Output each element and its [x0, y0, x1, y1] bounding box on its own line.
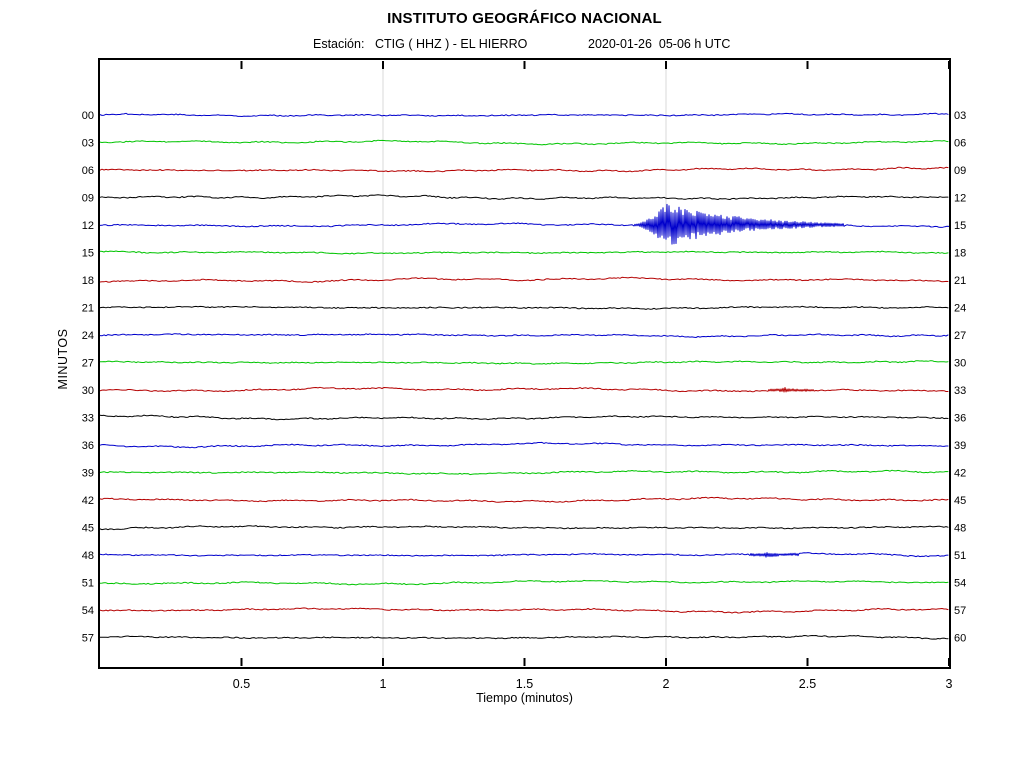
x-tick-label-1.5: 1.5 — [516, 677, 533, 691]
trace-row-45 — [99, 525, 949, 531]
trace-row-12 — [99, 203, 950, 245]
trace-row-15 — [99, 250, 949, 255]
trace-row-33 — [99, 414, 949, 421]
row-label-right-27: 27 — [954, 330, 966, 342]
trace-row-30 — [99, 386, 949, 393]
row-label-left-42: 42 — [82, 495, 94, 507]
row-label-right-30: 30 — [954, 358, 966, 370]
x-tick-label-2: 2 — [663, 677, 670, 691]
row-label-right-21: 21 — [954, 275, 966, 287]
row-label-left-21: 21 — [82, 303, 94, 315]
row-label-left-36: 36 — [82, 440, 94, 452]
trace-row-21 — [99, 305, 949, 310]
row-label-right-24: 24 — [954, 303, 966, 315]
row-label-left-24: 24 — [82, 330, 94, 342]
trace-row-42 — [99, 496, 949, 503]
row-label-right-03: 03 — [954, 110, 966, 122]
plot-border — [98, 58, 951, 669]
row-label-left-00: 00 — [82, 110, 94, 122]
trace-row-09 — [99, 194, 949, 200]
row-label-left-12: 12 — [82, 220, 94, 232]
row-label-right-42: 42 — [954, 468, 966, 480]
x-axis-label: Tiempo (minutos) — [476, 691, 573, 705]
row-label-left-57: 57 — [82, 633, 94, 645]
row-label-left-54: 54 — [82, 605, 94, 617]
trace-row-24 — [99, 333, 949, 338]
trace-row-00 — [99, 112, 949, 117]
row-label-left-39: 39 — [82, 468, 94, 480]
datetime-value: 2020-01-26 05-06 h UTC — [588, 37, 731, 51]
page-title: INSTITUTO GEOGRÁFICO NACIONAL — [387, 10, 662, 27]
station-value: CTIG ( HHZ ) - EL HIERRO — [375, 37, 528, 51]
row-label-right-15: 15 — [954, 220, 966, 232]
row-label-right-45: 45 — [954, 495, 966, 507]
row-label-left-51: 51 — [82, 578, 94, 590]
trace-row-18 — [99, 276, 949, 283]
row-label-left-27: 27 — [82, 358, 94, 370]
row-label-right-48: 48 — [954, 523, 966, 535]
row-label-left-48: 48 — [82, 550, 94, 562]
x-tick-label-2.5: 2.5 — [799, 677, 816, 691]
trace-row-27 — [99, 360, 949, 365]
row-label-left-45: 45 — [82, 523, 94, 535]
station-label: Estación: — [313, 37, 365, 51]
row-label-left-06: 06 — [82, 165, 94, 177]
row-label-right-54: 54 — [954, 578, 966, 590]
row-label-left-15: 15 — [82, 248, 94, 260]
x-tick-label-0.5: 0.5 — [233, 677, 250, 691]
trace-row-39 — [99, 469, 949, 476]
trace-row-48 — [99, 552, 949, 558]
trace-row-36 — [99, 441, 949, 449]
row-label-right-06: 06 — [954, 138, 966, 150]
row-label-left-03: 03 — [82, 138, 94, 150]
row-label-right-12: 12 — [954, 193, 966, 205]
trace-row-57 — [99, 635, 949, 640]
row-label-right-39: 39 — [954, 440, 966, 452]
row-label-right-36: 36 — [954, 413, 966, 425]
row-label-left-30: 30 — [82, 385, 94, 397]
x-tick-label-3: 3 — [946, 677, 953, 691]
trace-row-51 — [99, 579, 949, 586]
trace-row-03 — [99, 139, 949, 146]
row-label-right-18: 18 — [954, 248, 966, 260]
row-label-left-33: 33 — [82, 413, 94, 425]
x-tick-label-1: 1 — [380, 677, 387, 691]
row-label-right-51: 51 — [954, 550, 966, 562]
row-label-right-60: 60 — [954, 633, 966, 645]
row-label-left-18: 18 — [82, 275, 94, 287]
row-label-right-33: 33 — [954, 385, 966, 397]
row-label-left-09: 09 — [82, 193, 94, 205]
trace-row-54 — [99, 607, 949, 614]
y-axis-label: MINUTOS — [56, 328, 70, 390]
row-label-right-09: 09 — [954, 165, 966, 177]
trace-row-06 — [99, 166, 949, 173]
row-label-right-57: 57 — [954, 605, 966, 617]
